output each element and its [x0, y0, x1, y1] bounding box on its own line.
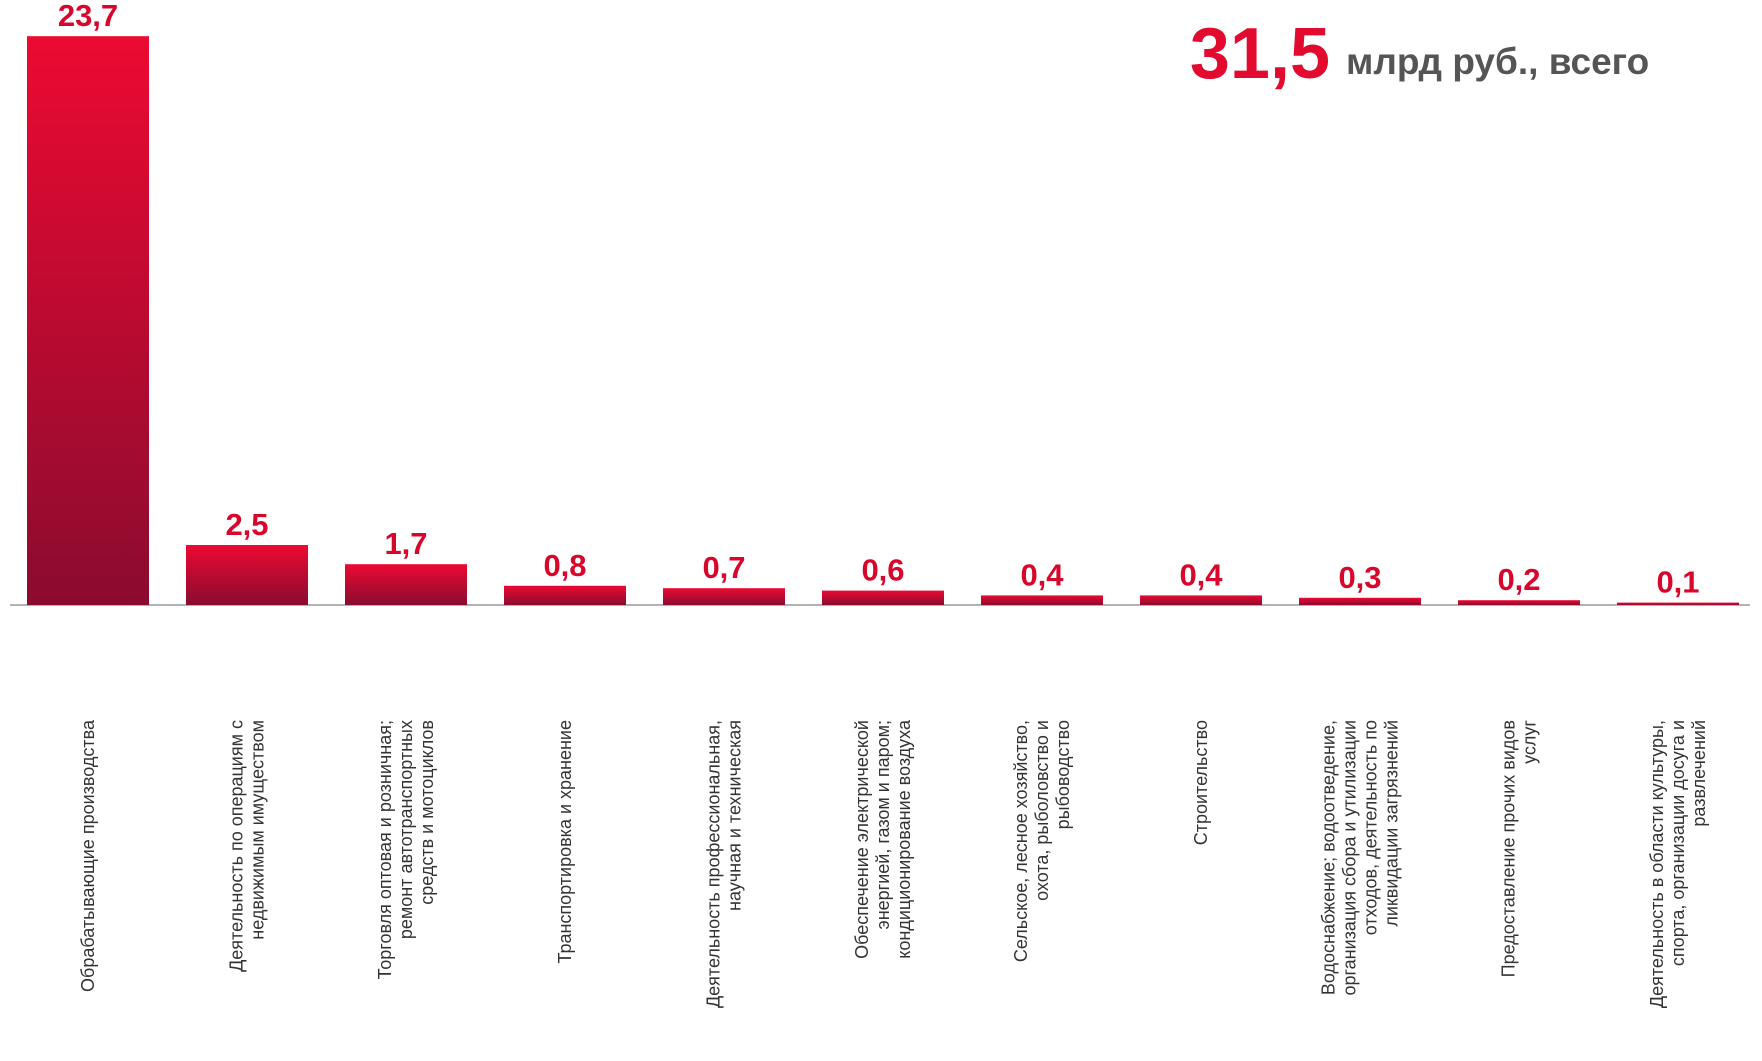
value-label: 0,8 — [543, 548, 586, 583]
bar — [27, 36, 149, 605]
category-label: развлечений — [1689, 720, 1709, 827]
category-label: Деятельность в области культуры, — [1647, 720, 1667, 1008]
value-label: 0,2 — [1497, 562, 1540, 597]
category-label: средств и мотоциклов — [417, 720, 437, 905]
bar — [822, 590, 944, 605]
bar — [186, 545, 308, 605]
bar — [1458, 600, 1580, 605]
category-label: услуг — [1520, 720, 1540, 764]
category-label: научная и техническая — [725, 720, 745, 911]
category-label: Обеспечение электрической — [852, 720, 872, 959]
category-label: организация сбора и утилизации — [1340, 720, 1360, 996]
category-label: Деятельность по операциям с — [227, 720, 247, 972]
value-label: 0,6 — [861, 553, 904, 588]
category-label: спорта, организации досуга и — [1668, 720, 1688, 966]
value-label: 2,5 — [225, 507, 268, 542]
bar — [1140, 595, 1262, 605]
category-label: Водоснабжение; водоотведение, — [1319, 720, 1339, 995]
value-label: 23,7 — [58, 0, 118, 33]
value-label: 0,4 — [1179, 557, 1223, 592]
category-label: Транспортировка и хранение — [555, 720, 575, 964]
category-label: Строительство — [1191, 720, 1211, 845]
category-label: энергией, газом и паром; — [873, 720, 893, 929]
category-label: Торговля оптовая и розничная; — [375, 720, 395, 979]
category-label: охота, рыболовство и — [1032, 720, 1052, 901]
total-unit: млрд руб., всего — [1346, 41, 1649, 82]
value-label: 0,1 — [1656, 565, 1699, 600]
category-label: Сельское, лесное хозяйство, — [1011, 720, 1031, 962]
value-label: 0,3 — [1338, 560, 1381, 595]
category-label: отходов, деятельность по — [1361, 720, 1381, 935]
bar — [981, 595, 1103, 605]
bar — [1617, 602, 1739, 605]
category-label: Деятельность профессиональная, — [704, 720, 724, 1008]
category-label: рыбоводство — [1053, 720, 1073, 829]
category-label: кондиционирование воздуха — [894, 719, 914, 959]
value-label: 1,7 — [384, 526, 427, 561]
bar — [504, 585, 626, 605]
value-label: 0,7 — [702, 550, 745, 585]
bar — [1299, 597, 1421, 605]
category-label: Предоставление прочих видов — [1499, 720, 1519, 977]
value-label: 0,4 — [1020, 557, 1064, 592]
category-label: ликвидации загрязнений — [1382, 720, 1402, 927]
category-label: ремонт автотранспортных — [396, 720, 416, 939]
category-label: недвижимым имуществом — [248, 720, 268, 940]
total: 31,5 — [1190, 14, 1330, 94]
category-label: Обрабатывающие производства — [78, 719, 98, 992]
bar — [663, 588, 785, 605]
bar — [345, 564, 467, 605]
